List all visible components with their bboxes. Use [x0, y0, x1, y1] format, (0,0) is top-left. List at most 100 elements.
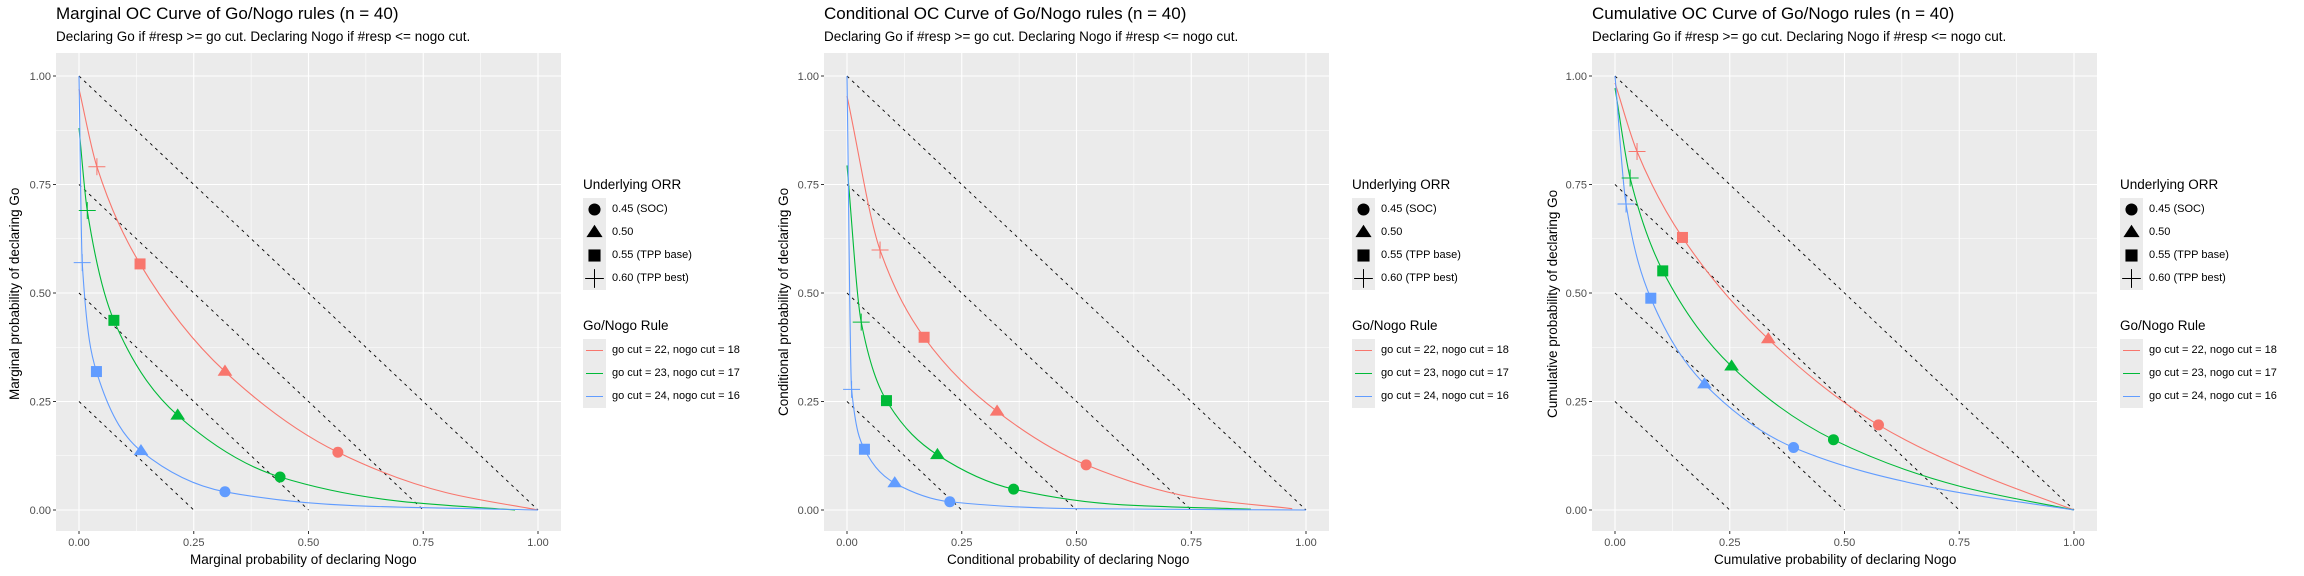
y-tick-label: 0.25	[798, 397, 819, 409]
data-point-cross	[1621, 169, 1639, 187]
legend-rule-group: Go/Nogo Rule go cut = 22, nogo cut = 18 g…	[2120, 318, 2277, 408]
legend-label: 0.45 (SOC)	[1375, 198, 1437, 221]
legend-shape-square	[2125, 249, 2138, 262]
y-tick-label: 1.00	[798, 71, 819, 83]
y-tick-label: 0.75	[1566, 180, 1587, 192]
reference-line	[1614, 401, 1731, 511]
chart-title: Marginal OC Curve of Go/Nogo rules (n = …	[56, 4, 399, 23]
x-tick-label: 0.25	[951, 537, 972, 549]
reference-line	[846, 401, 963, 511]
x-tick-label: 0.50	[1834, 537, 1855, 549]
legend-item: 0.50	[2120, 221, 2277, 244]
data-point-square	[1676, 231, 1688, 243]
legend-rule-rows: go cut = 22, nogo cut = 18 go cut = 23, n…	[2120, 339, 2277, 408]
data-point-square	[880, 395, 892, 407]
legend-shape-title: Underlying ORR	[2120, 177, 2219, 192]
legend-rule-group: Go/Nogo Rule go cut = 22, nogo cut = 18 g…	[1352, 318, 1509, 408]
legend-shape-title: Underlying ORR	[583, 177, 682, 192]
data-point-cross	[871, 241, 889, 259]
data-point-triangle	[1697, 377, 1712, 389]
data-point-circle	[1008, 483, 1020, 495]
data-point-cross	[1617, 195, 1635, 213]
legend-label: 0.55 (TPP base)	[606, 244, 692, 267]
legend-shape-circle	[588, 203, 601, 216]
y-tick-label: 0.50	[30, 288, 51, 300]
legend-shape-triangle	[2123, 224, 2140, 238]
chart-subtitle: Declaring Go if #resp >= go cut. Declari…	[1592, 29, 2007, 44]
x-tick-label: 0.25	[183, 537, 204, 549]
data-point-cross	[73, 254, 91, 272]
legend-shape-rows: 0.45 (SOC) 0.50 0.55 (TPP base) 0.60 (TPP b…	[1352, 198, 1509, 290]
square-icon	[1352, 244, 1375, 267]
legend-item: go cut = 24, nogo cut = 16	[1352, 385, 1509, 408]
data-point-triangle	[930, 447, 945, 460]
legend-item: go cut = 23, nogo cut = 17	[1352, 362, 1509, 385]
legend: Underlying ORR 0.45 (SOC) 0.50 0.55 (TPP b…	[1352, 177, 1509, 408]
y-tick-label: 0.25	[30, 397, 51, 409]
data-point-circle	[1080, 459, 1092, 471]
legend-label: go cut = 22, nogo cut = 18	[1375, 339, 1509, 362]
circle-icon	[1352, 198, 1375, 221]
x-tick-label: 0.50	[298, 537, 319, 549]
legend-item: go cut = 22, nogo cut = 18	[2120, 339, 2277, 362]
legend-rule-group: Go/Nogo Rule go cut = 22, nogo cut = 18 g…	[583, 318, 740, 408]
legend-shape-group: Underlying ORR 0.45 (SOC) 0.50 0.55 (TPP b…	[2120, 177, 2277, 290]
legend-label: 0.55 (TPP base)	[2143, 244, 2229, 267]
legend-shape-circle	[1357, 203, 1370, 216]
reference-line	[846, 184, 1192, 511]
x-tick-label: 0.75	[1949, 537, 1970, 549]
data-point-circle	[1788, 442, 1800, 454]
data-point-circle	[219, 486, 231, 498]
legend-label: 0.55 (TPP base)	[1375, 244, 1461, 267]
legend-label: 0.45 (SOC)	[606, 198, 668, 221]
data-point-triangle	[133, 443, 149, 456]
x-tick-label: 1.00	[1295, 537, 1316, 549]
legend-item: 0.45 (SOC)	[583, 198, 740, 221]
data-point-cross	[1628, 143, 1646, 161]
square-icon	[2120, 244, 2143, 267]
legend-label: 0.45 (SOC)	[2143, 198, 2205, 221]
line-swatch-icon	[583, 385, 606, 408]
x-axis-title: Marginal probability of declaring Nogo	[190, 552, 417, 567]
x-tick-label: 0.00	[836, 537, 857, 549]
legend-shape-square	[1357, 249, 1370, 262]
x-tick-label: 1.00	[527, 537, 548, 549]
line-swatch-icon	[583, 339, 606, 362]
x-tick-label: 0.00	[1604, 537, 1625, 549]
chart-subtitle: Declaring Go if #resp >= go cut. Declari…	[824, 29, 1239, 44]
legend-label: 0.50	[606, 221, 634, 244]
panel-3: 0.00 0.25 0.50 0.75 1.00 0.00 0.25 0.50 0.75 1.00	[1566, 53, 2132, 549]
legend: Underlying ORR 0.45 (SOC) 0.50 0.55 (TPP b…	[583, 177, 740, 408]
cross-icon	[583, 267, 606, 290]
legend-label: go cut = 23, nogo cut = 17	[606, 362, 740, 385]
circle-icon	[583, 198, 606, 221]
data-point-square	[1645, 292, 1657, 304]
legend-item: 0.45 (SOC)	[2120, 198, 2277, 221]
legend-item: 0.50	[1352, 221, 1509, 244]
legend-shape-rows: 0.45 (SOC) 0.50 0.55 (TPP base) 0.60 (TPP b…	[2120, 198, 2277, 290]
legend-item: 0.45 (SOC)	[1352, 198, 1509, 221]
data-point-circle	[1827, 434, 1839, 446]
legend-item: go cut = 22, nogo cut = 18	[583, 339, 740, 362]
line-swatch-icon	[2120, 362, 2143, 385]
legend-shape-triangle	[586, 224, 603, 238]
chart-subtitle: Declaring Go if #resp >= go cut. Declari…	[56, 29, 471, 44]
legend-label: go cut = 22, nogo cut = 18	[2143, 339, 2277, 362]
y-tick-label: 0.00	[798, 505, 819, 517]
legend-shape-group: Underlying ORR 0.45 (SOC) 0.50 0.55 (TPP b…	[583, 177, 740, 290]
legend-item: go cut = 23, nogo cut = 17	[583, 362, 740, 385]
x-tick-label: 0.00	[68, 537, 89, 549]
legend-shape-cross	[585, 269, 604, 288]
triangle-icon	[583, 221, 606, 244]
panel-1: 0.00 0.25 0.50 0.75 1.00 0.00 0.25 0.50 0.75 1.00	[30, 53, 596, 549]
legend-shape-rows: 0.45 (SOC) 0.50 0.55 (TPP base) 0.60 (TPP b…	[583, 198, 740, 290]
data-point-triangle	[887, 476, 903, 488]
cross-icon	[1352, 267, 1375, 290]
data-point-square	[90, 366, 102, 378]
y-tick-label: 0.50	[1566, 288, 1587, 300]
y-tick-label: 1.00	[1566, 71, 1587, 83]
legend-rule-title: Go/Nogo Rule	[1352, 318, 1438, 333]
y-tick-label: 0.25	[1566, 397, 1587, 409]
legend: Underlying ORR 0.45 (SOC) 0.50 0.55 (TPP b…	[2120, 177, 2277, 408]
